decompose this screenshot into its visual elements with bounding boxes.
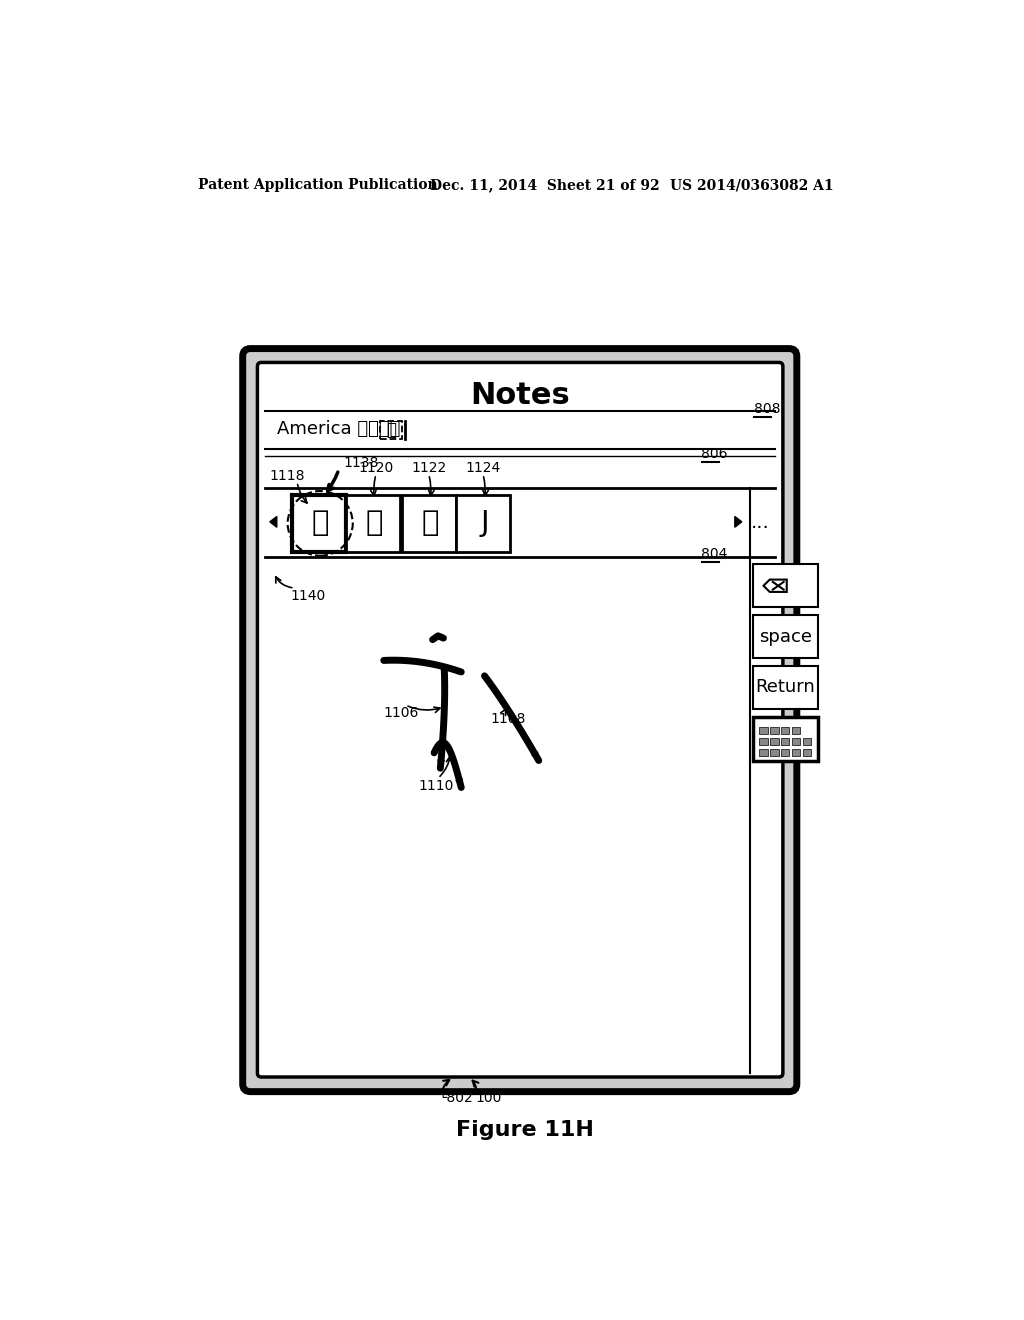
Text: 1124: 1124	[465, 461, 501, 475]
FancyBboxPatch shape	[770, 748, 778, 755]
Text: 今: 今	[311, 510, 329, 537]
Text: 1140: 1140	[290, 589, 326, 603]
FancyBboxPatch shape	[753, 564, 818, 607]
FancyBboxPatch shape	[243, 348, 797, 1092]
Text: 808: 808	[755, 403, 780, 416]
Text: 1138: 1138	[343, 457, 379, 470]
Polygon shape	[735, 516, 741, 527]
Text: Return: Return	[756, 678, 815, 697]
Text: 1118: 1118	[269, 469, 304, 483]
FancyBboxPatch shape	[292, 495, 346, 552]
Text: 1122: 1122	[411, 461, 446, 475]
FancyBboxPatch shape	[770, 738, 778, 744]
FancyBboxPatch shape	[781, 738, 790, 744]
Text: 1120: 1120	[358, 461, 393, 475]
Text: ...: ...	[751, 513, 770, 532]
FancyBboxPatch shape	[803, 748, 811, 755]
FancyBboxPatch shape	[257, 363, 783, 1077]
Text: 804: 804	[701, 546, 728, 561]
Text: 丁: 丁	[422, 510, 439, 537]
Polygon shape	[270, 516, 276, 527]
FancyBboxPatch shape	[753, 665, 818, 709]
FancyBboxPatch shape	[401, 495, 456, 552]
Text: America 很美丽。: America 很美丽。	[276, 421, 400, 438]
FancyBboxPatch shape	[456, 495, 510, 552]
FancyBboxPatch shape	[759, 738, 768, 744]
FancyBboxPatch shape	[753, 615, 818, 659]
FancyBboxPatch shape	[792, 738, 801, 744]
Text: 1108: 1108	[490, 711, 525, 726]
FancyBboxPatch shape	[781, 727, 790, 734]
Text: J: J	[480, 510, 488, 537]
Text: └802: └802	[438, 1090, 473, 1105]
Text: 乃: 乃	[366, 510, 383, 537]
Text: 个: 个	[386, 421, 395, 440]
FancyBboxPatch shape	[770, 727, 778, 734]
Text: Dec. 11, 2014  Sheet 21 of 92: Dec. 11, 2014 Sheet 21 of 92	[430, 178, 659, 193]
Text: Figure 11H: Figure 11H	[456, 1121, 594, 1140]
Text: Patent Application Publication: Patent Application Publication	[198, 178, 437, 193]
FancyBboxPatch shape	[346, 495, 400, 552]
FancyBboxPatch shape	[803, 738, 811, 744]
FancyBboxPatch shape	[792, 748, 801, 755]
Text: Notes: Notes	[470, 381, 570, 411]
FancyBboxPatch shape	[753, 717, 818, 762]
Text: US 2014/0363082 A1: US 2014/0363082 A1	[671, 178, 835, 193]
FancyBboxPatch shape	[781, 748, 790, 755]
FancyBboxPatch shape	[792, 727, 801, 734]
Text: 100: 100	[475, 1090, 502, 1105]
Text: 1106: 1106	[383, 706, 419, 719]
FancyBboxPatch shape	[759, 727, 768, 734]
FancyBboxPatch shape	[759, 748, 768, 755]
Text: space: space	[759, 627, 812, 645]
Text: 1110: 1110	[419, 779, 454, 793]
Text: 806: 806	[701, 447, 728, 461]
